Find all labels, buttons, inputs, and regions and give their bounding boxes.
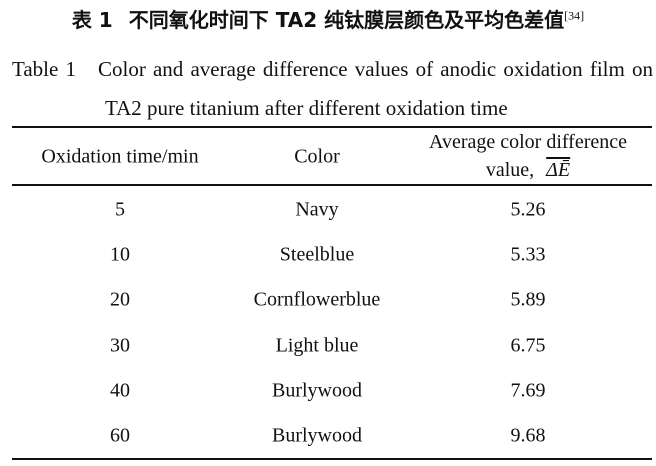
table-cell: 5.33 (510, 243, 546, 266)
header-cell: Average color difference value, ΔĒ (408, 128, 648, 184)
table-cell: Light blue (275, 334, 359, 357)
table-cell: 30 (110, 334, 130, 357)
caption-label: Table 1 (12, 57, 76, 81)
header-text: Average color difference value, (428, 131, 628, 181)
table-cell: Burlywood (272, 424, 362, 447)
table-cell: 40 (110, 379, 130, 402)
top-rule (12, 126, 652, 128)
caption-label: 表 1 (71, 8, 113, 32)
header-cell: Color (294, 145, 340, 168)
table-cell: 10 (110, 243, 130, 266)
header-cell: Oxidation time/min (41, 145, 199, 168)
caption-title: 不同氧化时间下 TA2 纯钛膜层颜色及平均色差值 (128, 8, 565, 32)
table-cell: 9.68 (510, 424, 546, 447)
bottom-rule (12, 458, 652, 460)
table-cell: Steelblue (279, 243, 355, 266)
table-cell: Burlywood (272, 379, 362, 402)
caption-title: Color and average difference values of a… (98, 57, 653, 120)
table-cell: 60 (110, 424, 130, 447)
caption-en: Table 1 Color and average difference valu… (12, 50, 653, 128)
table-cell: 5 (115, 198, 125, 221)
caption-cn: 表 1 不同氧化时间下 TA2 纯钛膜层颜色及平均色差值[34] (0, 4, 656, 33)
caption-ref: [34] (564, 8, 585, 23)
table-cell: 5.26 (510, 198, 546, 221)
table-cell: Navy (295, 198, 339, 221)
table-cell: 6.75 (510, 334, 546, 357)
table-cell: 5.89 (510, 288, 546, 311)
table-cell: Cornflowerblue (253, 288, 381, 311)
header-rule (12, 184, 652, 186)
table-cell: 7.69 (510, 379, 546, 402)
table-cell: 20 (110, 288, 130, 311)
header-symbol: ΔĒ (546, 159, 571, 181)
